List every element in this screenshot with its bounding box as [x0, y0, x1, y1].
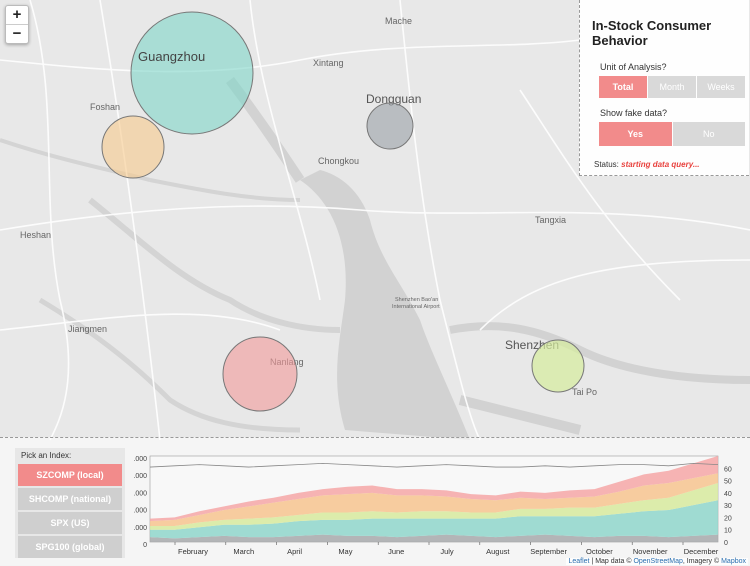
month-label: May — [338, 547, 352, 556]
fake-yes-button[interactable]: Yes — [599, 122, 672, 146]
month-label: September — [530, 547, 567, 556]
map-label: Tangxia — [535, 215, 566, 225]
left-tick-label: .000 — [133, 525, 147, 532]
zoom-out-button[interactable]: − — [6, 24, 28, 43]
unit-month-button[interactable]: Month — [648, 76, 696, 98]
osm-link[interactable]: OpenStreetMap — [633, 558, 683, 565]
unit-selector: Total Month Weeks — [599, 76, 746, 98]
map-label: Heshan — [20, 230, 51, 240]
city-bubble[interactable] — [101, 115, 165, 179]
area-series-green — [150, 483, 718, 530]
mapbox-link[interactable]: Mapbox — [721, 558, 746, 565]
city-bubble[interactable] — [531, 339, 585, 393]
area-series-grey — [150, 534, 718, 542]
fake-data-selector: Yes No — [599, 122, 746, 146]
unit-label: Unit of Analysis? — [600, 62, 667, 72]
index-szcomp-button[interactable]: SZCOMP (local) — [18, 464, 122, 486]
status-line: Status: starting data query... — [594, 160, 741, 169]
month-label: August — [486, 547, 510, 556]
status-label: Status: — [594, 160, 619, 169]
index-line — [149, 462, 719, 468]
month-label: February — [178, 547, 208, 556]
index-shcomp-button[interactable]: SHCOMP (national) — [18, 488, 122, 510]
map-label: Mache — [385, 16, 412, 26]
month-label: July — [440, 547, 454, 556]
leaflet-link[interactable]: Leaflet — [568, 558, 590, 565]
control-panel: In-Stock Consumer Behavior Unit of Analy… — [579, 0, 749, 176]
area-series-orange — [150, 473, 718, 527]
right-tick-label: 10 — [724, 528, 732, 535]
month-label: November — [633, 547, 668, 556]
bottom-panel: Pick an Index: SZCOMP (local) SHCOMP (na… — [0, 437, 750, 566]
map-label: Shenzhen Bao'an — [395, 297, 438, 303]
index-spx-button[interactable]: SPX (US) — [18, 512, 122, 534]
panel-title: In-Stock Consumer Behavior — [592, 18, 712, 48]
attr-text-2: , Imagery © — [682, 558, 722, 565]
index-spg100-button[interactable]: SPG100 (global) — [18, 536, 122, 558]
zoom-control: + − — [5, 5, 29, 44]
index-picker: Pick an Index: SZCOMP (local) SHCOMP (na… — [15, 448, 125, 558]
map-label: Xintang — [313, 58, 344, 68]
left-tick-label: .000 — [133, 456, 147, 463]
fake-no-button[interactable]: No — [672, 122, 745, 146]
map-label: Dongguan — [366, 92, 421, 106]
left-tick-label: .000 — [133, 473, 147, 480]
city-bubble[interactable] — [222, 336, 298, 412]
right-tick-label: 60 — [724, 466, 732, 473]
attribution: Leaflet | Map data © OpenStreetMap, Imag… — [566, 558, 748, 565]
map-label: International Airport — [392, 304, 440, 310]
map-label: Chongkou — [318, 156, 359, 166]
month-label: October — [586, 547, 613, 556]
month-label: April — [287, 547, 302, 556]
left-tick-label: .000 — [133, 508, 147, 515]
month-label: March — [233, 547, 254, 556]
zoom-in-button[interactable]: + — [12, 6, 22, 23]
left-tick-label: .000 — [133, 490, 147, 497]
unit-weeks-button[interactable]: Weeks — [697, 76, 745, 98]
right-tick-label: 30 — [724, 503, 732, 510]
attr-text: | Map data © — [589, 558, 634, 565]
status-value: starting data query... — [621, 160, 700, 169]
map-label: Tai Po — [572, 387, 597, 397]
city-bubble[interactable] — [366, 102, 414, 150]
right-tick-label: 20 — [724, 515, 732, 522]
stacked-area-chart[interactable]: 60 50 40 30 20 10 0 .000 .000 .000 .000 .000 0 Februa… — [128, 448, 746, 558]
month-label: June — [388, 547, 404, 556]
fake-data-label: Show fake data? — [600, 108, 668, 118]
unit-total-button[interactable]: Total — [599, 76, 647, 98]
map-label: Foshan — [90, 102, 120, 112]
area-series-red — [150, 456, 718, 522]
index-picker-title: Pick an Index: — [21, 451, 72, 460]
right-tick-label: 40 — [724, 491, 732, 498]
city-bubble[interactable] — [130, 11, 254, 135]
right-tick-label: 50 — [724, 479, 732, 486]
right-tick-label: 0 — [724, 540, 728, 547]
left-tick-label: 0 — [143, 542, 147, 549]
area-series-teal — [150, 500, 718, 539]
map-label: Jiangmen — [68, 324, 107, 334]
month-label: December — [684, 547, 719, 556]
bubble-label: Guangzhou — [138, 49, 205, 64]
